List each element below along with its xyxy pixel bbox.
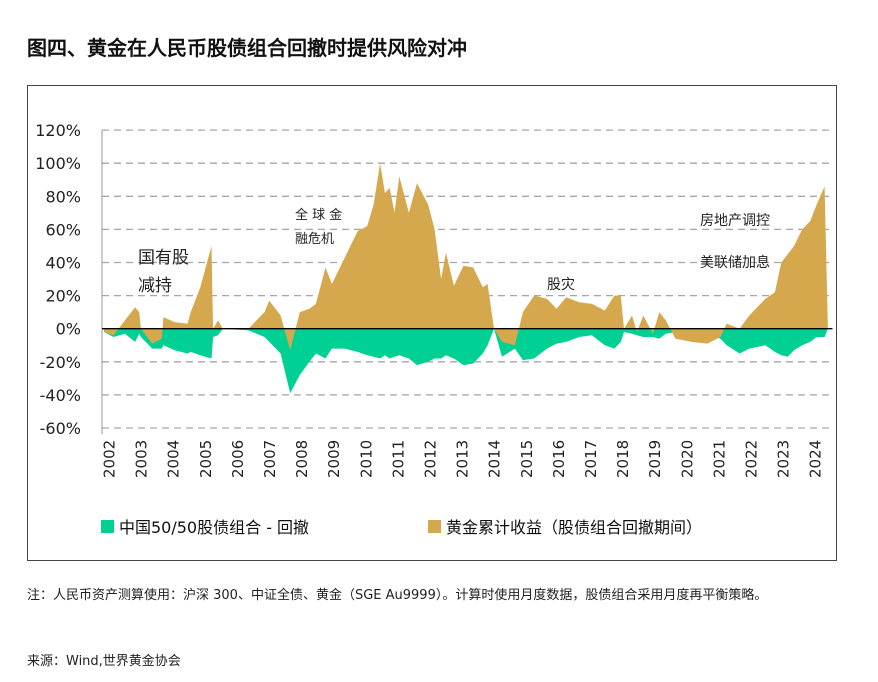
footnote: 注：人民币资产测算使用：沪深 300、中证全债、黄金（SGE Au9999）。计… xyxy=(27,588,768,603)
annotation-label: 减持 xyxy=(138,276,172,296)
annotation-label: 房地产调控 xyxy=(700,213,770,229)
x-tick-label: 2012 xyxy=(422,440,440,478)
x-tick-label: 2004 xyxy=(165,440,183,478)
x-tick-label: 2018 xyxy=(614,440,632,478)
chart-title: 图四、黄金在人民币股债组合回撤时提供风险对冲 xyxy=(27,36,467,60)
y-tick-label: 0% xyxy=(56,320,81,339)
x-tick-label: 2010 xyxy=(357,440,375,478)
annotation-label: 股灾 xyxy=(547,276,575,293)
source-note: 来源：Wind,世界黄金协会 xyxy=(27,654,181,669)
y-tick-label: 100% xyxy=(35,154,81,173)
annotation-label: 全 球 金 xyxy=(295,207,342,223)
drawdown-area xyxy=(104,328,828,394)
x-tick-label: 2013 xyxy=(454,440,472,478)
annotation-label: 国有股 xyxy=(138,248,189,268)
y-tick-label: 120% xyxy=(35,121,81,140)
y-tick-label: -60% xyxy=(40,419,81,438)
x-tick-label: 2024 xyxy=(807,440,825,478)
y-tick-label: 60% xyxy=(45,220,81,239)
y-tick-label: -40% xyxy=(40,386,81,405)
legend-label-drawdown: 中国50/50股债组合 - 回撤 xyxy=(119,518,309,537)
x-tick-label: 2008 xyxy=(293,440,311,478)
x-tick-label: 2015 xyxy=(518,440,536,478)
legend-label-gold: 黄金累计收益（股债组合回撤期间） xyxy=(446,518,702,537)
x-tick-label: 2009 xyxy=(325,440,343,478)
annotation-label: 融危机 xyxy=(295,232,334,247)
x-tick-label: 2011 xyxy=(389,440,407,478)
y-tick-label: -20% xyxy=(40,353,81,372)
x-tick-label: 2002 xyxy=(101,440,119,478)
y-tick-label: 20% xyxy=(45,287,81,306)
x-tick-label: 2014 xyxy=(486,440,504,478)
x-tick-label: 2023 xyxy=(775,440,793,478)
gold-return-area xyxy=(104,163,828,351)
x-tick-label: 2017 xyxy=(582,440,600,478)
x-tick-label: 2019 xyxy=(646,440,664,478)
legend-swatch-gold xyxy=(428,520,441,533)
x-tick-label: 2005 xyxy=(197,440,215,478)
annotation-label: 美联储加息 xyxy=(700,254,770,271)
x-tick-label: 2007 xyxy=(261,440,279,478)
x-tick-label: 2022 xyxy=(743,440,761,478)
y-tick-label: 80% xyxy=(45,187,81,206)
x-tick-label: 2016 xyxy=(550,440,568,478)
x-tick-label: 2003 xyxy=(133,440,151,478)
x-tick-label: 2021 xyxy=(710,440,728,478)
y-tick-label: 40% xyxy=(45,254,81,273)
x-tick-label: 2020 xyxy=(678,440,696,478)
x-tick-label: 2006 xyxy=(229,440,247,478)
chart-frame xyxy=(27,85,837,561)
legend-swatch-drawdown xyxy=(101,520,114,533)
